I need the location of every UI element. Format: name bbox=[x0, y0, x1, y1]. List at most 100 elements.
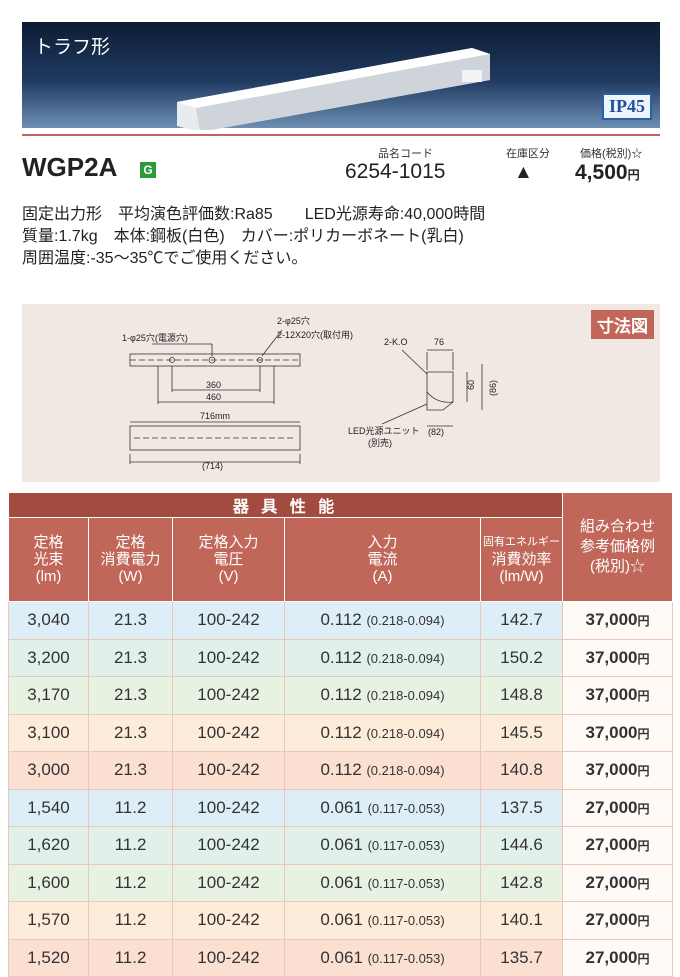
dimension-label: LED光源ユニット bbox=[348, 425, 420, 436]
data-row: 1,600 11.2 100-242 0.061 (0.117-0.053) 142.8… bbox=[8, 863, 674, 902]
current-range: (0.117-0.053) bbox=[367, 875, 445, 891]
data-row: 3,100 21.3 100-242 0.112 (0.218-0.094) 145.5… bbox=[8, 713, 674, 752]
description: 固定出力形 平均演色評価数:Ra85 LED光源寿命:40,000時間 質量:1… bbox=[22, 204, 485, 270]
column-header-line: 定格 bbox=[33, 534, 64, 551]
price: 27,000 bbox=[585, 910, 638, 930]
cell: 100-242 bbox=[172, 826, 285, 865]
cell: 0.112 (0.218-0.094) bbox=[284, 676, 481, 715]
column-header: 入力 電流 (A) bbox=[284, 517, 481, 602]
column-header: 組み合わせ 参考価格例 (税別)☆ bbox=[562, 492, 674, 602]
dimension-label: 1-φ25穴(電源穴) bbox=[122, 332, 188, 343]
cell: 3,040 bbox=[8, 601, 89, 640]
price: 37,000 bbox=[585, 760, 638, 780]
category: トラフ形 bbox=[34, 37, 111, 58]
cell: 0.112 (0.218-0.094) bbox=[284, 638, 481, 677]
cell: 21.3 bbox=[88, 751, 173, 790]
cell: 0.061 (0.117-0.053) bbox=[284, 788, 481, 827]
column-header-line: 光束 bbox=[33, 551, 64, 568]
column-header-line: (V) bbox=[218, 568, 239, 585]
column-header: 定格 消費電力 (W) bbox=[88, 517, 173, 602]
current-range: (0.218-0.094) bbox=[366, 688, 445, 704]
cell: 11.2 bbox=[88, 826, 173, 865]
column-header: 固有エネルギー 消費効率 (lm/W) bbox=[479, 517, 564, 602]
cell: 37,000円 bbox=[562, 713, 674, 752]
cell: 21.3 bbox=[88, 713, 173, 752]
description-line: 質量:1.7kg 本体:鋼板(白色) カバー:ポリカーボネート(乳白) bbox=[22, 228, 464, 245]
product-image bbox=[177, 48, 490, 130]
column-header-line: (A) bbox=[372, 568, 393, 585]
diagram-title: 寸法図 bbox=[591, 310, 654, 339]
dimension-label: 60 bbox=[466, 380, 476, 390]
cell: 148.8 bbox=[479, 676, 564, 715]
column-header-line: 電流 bbox=[367, 551, 398, 568]
price: 37,000 bbox=[585, 610, 638, 630]
cell: 150.2 bbox=[479, 638, 564, 677]
cell: 11.2 bbox=[88, 788, 173, 827]
price: 37,000 bbox=[585, 685, 638, 705]
current-range: (0.218-0.094) bbox=[366, 763, 445, 779]
cell: 37,000円 bbox=[562, 601, 674, 640]
stock-label: 在庫区分 bbox=[506, 148, 550, 160]
dimension-label: 2-K.O bbox=[384, 337, 408, 347]
model: WGP2A bbox=[22, 152, 118, 182]
dimension-label: (86) bbox=[488, 380, 498, 396]
column-header-line: 消費電力 bbox=[100, 551, 161, 568]
cell: 100-242 bbox=[172, 863, 285, 902]
data-row: 1,540 11.2 100-242 0.061 (0.117-0.053) 137.5… bbox=[8, 788, 674, 827]
dimension-label: (82) bbox=[428, 427, 444, 437]
data-row: 3,040 21.3 100-242 0.112 (0.218-0.094) 142.7… bbox=[8, 601, 674, 640]
dimension-label: 2-12X20穴(取付用) bbox=[277, 329, 353, 340]
price: 27,000 bbox=[585, 872, 638, 892]
current: 0.112 bbox=[320, 610, 362, 630]
group-header: 器 具 性 能 bbox=[7, 492, 564, 518]
price-label: 価格(税別)☆ bbox=[580, 148, 643, 160]
dimension-label: 360 bbox=[206, 380, 221, 390]
cell: 100-242 bbox=[172, 638, 285, 677]
column-header-line: (lm/W) bbox=[499, 568, 544, 585]
divider bbox=[22, 134, 660, 136]
current-range: (0.117-0.053) bbox=[367, 950, 445, 966]
description-line: 周囲温度:-35〜35℃でご使用ください。 bbox=[22, 250, 308, 267]
code: 6254-1015 bbox=[345, 160, 446, 183]
cell: 21.3 bbox=[88, 638, 173, 677]
dimension-label: 76 bbox=[434, 337, 444, 347]
group-header-row: 器 具 性 能組み合わせ 参考価格例 (税別)☆ bbox=[7, 492, 674, 602]
price-unit: 円 bbox=[637, 914, 650, 929]
stock: ▲ bbox=[514, 162, 533, 183]
current: 0.061 bbox=[320, 910, 363, 930]
cell: 37,000円 bbox=[562, 638, 674, 677]
cell: 1,600 bbox=[8, 863, 89, 902]
price-unit: 円 bbox=[627, 168, 640, 182]
cell: 3,200 bbox=[8, 638, 89, 677]
cell: 11.2 bbox=[88, 938, 173, 977]
data-row: 3,170 21.3 100-242 0.112 (0.218-0.094) 148.8… bbox=[8, 676, 674, 715]
column-header-line: 定格 bbox=[115, 534, 146, 551]
cell: 100-242 bbox=[172, 676, 285, 715]
column-header-line: 定格入力 bbox=[198, 534, 259, 551]
price-unit: 円 bbox=[637, 614, 650, 629]
column-header-line: 電圧 bbox=[213, 551, 244, 568]
current: 0.061 bbox=[320, 835, 363, 855]
dimension-label: 2-φ25穴 bbox=[277, 315, 310, 326]
dimension-diagram: 寸法図 1-φ25穴(電源穴) 2-φ25穴 bbox=[22, 304, 660, 482]
price-unit: 円 bbox=[637, 801, 650, 816]
column-header-line: 固有エネルギー bbox=[483, 536, 560, 548]
data-row: 1,620 11.2 100-242 0.061 (0.117-0.053) 144.6… bbox=[8, 826, 674, 865]
cell: 144.6 bbox=[479, 826, 564, 865]
current-range: (0.218-0.094) bbox=[366, 725, 445, 741]
cell: 37,000円 bbox=[562, 676, 674, 715]
price-unit: 円 bbox=[637, 689, 650, 704]
data-row: 1,520 11.2 100-242 0.061 (0.117-0.053) 135.7… bbox=[8, 938, 674, 977]
cell: 1,520 bbox=[8, 938, 89, 977]
price-unit: 円 bbox=[637, 951, 650, 966]
cell: 100-242 bbox=[172, 938, 285, 977]
price-unit: 円 bbox=[637, 839, 650, 854]
data-row: 3,200 21.3 100-242 0.112 (0.218-0.094) 150.2… bbox=[8, 638, 674, 677]
spec-table: 器 具 性 能組み合わせ 参考価格例 (税別)☆ 定格 光束 (lm) 定格 消費電力 (W) 定… bbox=[7, 492, 674, 977]
cell: 145.5 bbox=[479, 713, 564, 752]
current-range: (0.117-0.053) bbox=[367, 838, 445, 854]
cell: 0.061 (0.117-0.053) bbox=[284, 863, 481, 902]
cell: 0.061 (0.117-0.053) bbox=[284, 826, 481, 865]
column-header-line: 組み合わせ bbox=[580, 518, 656, 535]
price: 37,000 bbox=[585, 647, 638, 667]
